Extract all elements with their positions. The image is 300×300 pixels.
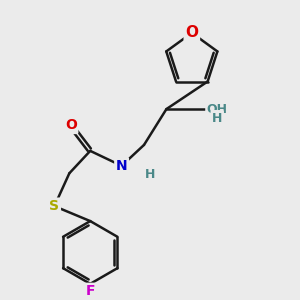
- Text: O: O: [185, 26, 198, 40]
- Text: H: H: [145, 168, 155, 181]
- Text: OH: OH: [207, 103, 228, 116]
- Text: O: O: [65, 118, 77, 133]
- Text: F: F: [85, 284, 95, 298]
- Text: S: S: [50, 199, 59, 213]
- Text: N: N: [116, 159, 127, 173]
- Text: H: H: [212, 112, 222, 124]
